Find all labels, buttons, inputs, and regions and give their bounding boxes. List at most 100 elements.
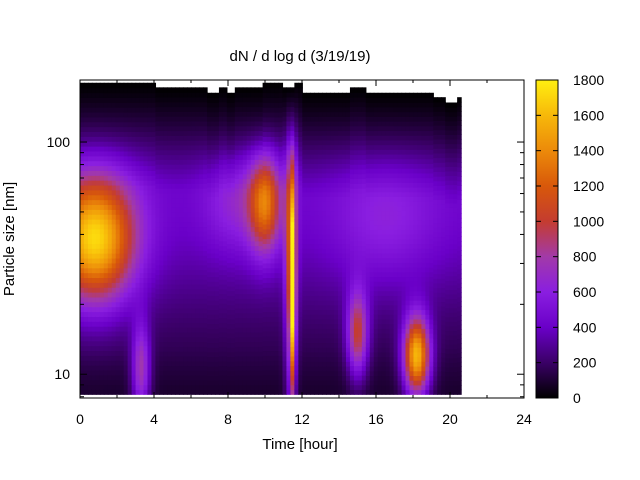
heatmap-cell (203, 159, 208, 165)
heatmap-cell (381, 229, 387, 235)
heatmap-cell (349, 336, 355, 343)
heatmap-cell (123, 257, 129, 264)
heatmap-cell (294, 287, 299, 293)
heatmap-cell (207, 290, 212, 296)
heatmap-cell (314, 125, 319, 132)
heatmap-cell (254, 125, 260, 132)
heatmap-cell (191, 307, 196, 314)
heatmap-cell (342, 342, 347, 348)
heatmap-cell (310, 281, 315, 287)
heatmap-cell (171, 312, 176, 319)
heatmap-cell (119, 107, 125, 113)
heatmap-cell (349, 92, 355, 98)
heatmap-cell (167, 231, 172, 237)
heatmap-cell (163, 231, 168, 237)
heatmap-cell (175, 154, 180, 160)
heatmap-cell (306, 328, 311, 334)
heatmap-cell (274, 92, 280, 98)
heatmap-cell (266, 292, 272, 298)
heatmap-cell (95, 330, 101, 337)
heatmap-cell (191, 351, 196, 357)
heatmap-cell (326, 111, 331, 117)
heatmap-cell (377, 333, 383, 339)
heatmap-cell (353, 283, 359, 290)
heatmap-cell (99, 301, 105, 308)
heatmap-cell (151, 277, 157, 283)
heatmap-cell (191, 327, 196, 333)
heatmap-cell (254, 183, 260, 189)
heatmap-cell (246, 375, 252, 381)
heatmap-cell (250, 106, 256, 112)
heatmap-cell (222, 226, 228, 232)
heatmap-cell (326, 210, 331, 216)
heatmap-cell (214, 337, 220, 344)
heatmap-cell (195, 341, 200, 347)
heatmap-cell (131, 219, 137, 225)
heatmap-cell (282, 336, 288, 343)
heatmap-cell (159, 303, 164, 309)
heatmap-cell (87, 107, 93, 113)
heatmap-cell (119, 160, 125, 167)
heatmap-cell (278, 155, 284, 162)
heatmap-cell (155, 336, 160, 343)
heatmap-cell (381, 361, 387, 367)
heatmap-cell (310, 92, 315, 99)
heatmap-cell (322, 356, 327, 362)
heatmap-cell (330, 356, 335, 362)
heatmap-cell (191, 346, 196, 352)
heatmap-cell (365, 219, 371, 226)
heatmap-cell (286, 135, 291, 141)
heatmap-cell (103, 116, 109, 123)
heatmap-cell (314, 333, 319, 339)
heatmap-cell (199, 92, 204, 98)
heatmap-cell (127, 131, 133, 137)
heatmap-cell (151, 369, 157, 376)
heatmap-cell (282, 274, 288, 280)
heatmap-cell (250, 207, 256, 213)
heatmap-cell (270, 111, 276, 118)
heatmap-cell (282, 283, 288, 290)
heatmap-cell (286, 236, 291, 242)
heatmap-cell (199, 96, 204, 103)
heatmap-cell (147, 311, 153, 317)
heatmap-cell (377, 389, 383, 395)
heatmap-cell (349, 125, 355, 132)
heatmap-cell (302, 271, 307, 278)
heatmap-cell (207, 309, 212, 315)
heatmap-cell (87, 97, 93, 103)
heatmap-cell (353, 327, 359, 333)
heatmap-cell (381, 125, 387, 132)
heatmap-cell (385, 333, 391, 339)
heatmap-cell (179, 293, 184, 299)
heatmap-cell (167, 375, 172, 381)
heatmap-cell (207, 111, 212, 117)
heatmap-cell (159, 259, 164, 266)
heatmap-cell (80, 360, 85, 366)
heatmap-cell (302, 215, 307, 221)
heatmap-cell (83, 340, 89, 347)
heatmap-cell (254, 144, 260, 151)
heatmap-cell (262, 121, 268, 128)
heatmap-cell (266, 345, 272, 352)
heatmap-cell (242, 149, 248, 156)
heatmap-cell (381, 111, 387, 117)
heatmap-cell (326, 168, 331, 174)
heatmap-cell (294, 189, 299, 196)
heatmap-cell (238, 336, 244, 343)
heatmap-cell (135, 365, 141, 371)
heatmap-cell (222, 140, 228, 146)
heatmap-cell (326, 121, 331, 127)
heatmap-cell (139, 326, 145, 332)
heatmap-cell (226, 92, 232, 99)
heatmap-cell (107, 111, 113, 118)
heatmap-cell (294, 326, 299, 332)
heatmap-cell (115, 204, 121, 210)
heatmap-cell (111, 194, 117, 201)
heatmap-cell (326, 177, 331, 183)
heatmap-cell (99, 248, 105, 254)
heatmap-cell (155, 298, 160, 304)
heatmap-cell (135, 369, 141, 376)
heatmap-cell (357, 192, 363, 199)
heatmap-cell (345, 304, 351, 311)
heatmap-cell (119, 321, 125, 327)
